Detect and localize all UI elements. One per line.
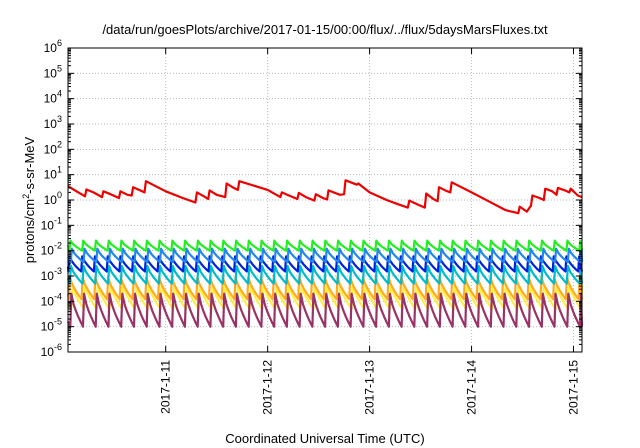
y-tick-label: 10-2 <box>41 241 62 258</box>
x-tick-label: 2017-1-14 <box>465 360 479 415</box>
y-tick-label: 10-5 <box>41 317 62 334</box>
series-line-3 <box>66 255 584 273</box>
y-axis-label: protons/cm2-s-sr-MeV <box>21 136 37 263</box>
y-tick-label: 10-4 <box>41 291 62 308</box>
series-line-7 <box>66 292 584 328</box>
series-group <box>66 179 584 328</box>
y-tick-label: 102 <box>44 139 62 156</box>
series-line-4 <box>66 264 584 285</box>
y-tick-label: 100 <box>44 190 62 207</box>
x-tick-label: 2017-1-13 <box>363 360 377 415</box>
x-tick-label: 2017-1-15 <box>567 360 581 415</box>
x-tick-label: 2017-1-12 <box>261 360 275 415</box>
y-tick-label: 105 <box>44 63 62 80</box>
y-tick-label: 10-1 <box>41 215 62 232</box>
y-tick-label: 101 <box>44 165 62 182</box>
y-tick-label: 106 <box>44 38 62 55</box>
series-line-2 <box>67 247 584 264</box>
series-line-0 <box>67 179 583 215</box>
x-tick-label: 2017-1-11 <box>159 360 173 414</box>
chart-title: /data/run/goesPlots/archive/2017-01-15/0… <box>102 22 548 37</box>
y-tick-label: 103 <box>44 114 62 131</box>
y-tick-label: 10-3 <box>41 266 62 283</box>
y-tick-label: 104 <box>44 89 62 106</box>
y-axis: 10-6 10-5 10-4 10-3 10-2 10-1 100 101 102 103 104 1… <box>41 38 582 359</box>
x-axis-label: Coordinated Universal Time (UTC) <box>225 431 424 446</box>
series-line-1 <box>66 239 584 252</box>
x-axis: 2017-1-11 2017-1-12 2017-1-13 2017-1-14 2017… <box>159 48 581 415</box>
y-tick-label: 10-6 <box>41 342 62 359</box>
